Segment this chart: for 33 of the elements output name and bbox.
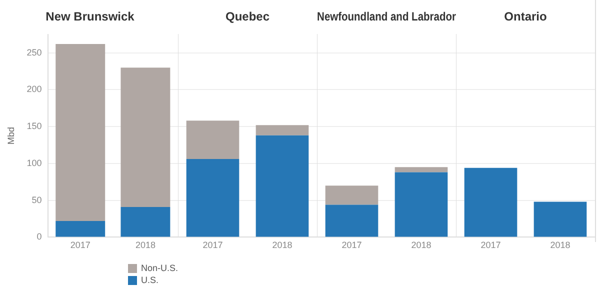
bar <box>56 44 106 221</box>
x-tick-label: 2018 <box>550 240 570 250</box>
bar <box>120 68 170 207</box>
x-tick-label: 2017 <box>202 240 223 250</box>
bar <box>56 220 106 237</box>
chart-title: Quebec <box>225 10 270 24</box>
legend-label: Non-U.S. <box>141 263 178 273</box>
y-tick-label: 200 <box>26 84 42 94</box>
bar <box>120 206 170 237</box>
bar <box>186 159 240 237</box>
y-axis-title: Mbd <box>6 127 16 145</box>
chart-title: New Brunswick <box>46 10 135 24</box>
bar <box>256 135 309 237</box>
chart-title: Ontario <box>504 10 547 24</box>
x-tick-label: 2018 <box>272 240 292 250</box>
chart-title: Newfoundland and Labrador <box>317 10 457 24</box>
legend-label: U.S. <box>141 275 159 285</box>
bar <box>186 120 240 160</box>
bar <box>325 186 378 205</box>
x-tick-label: 2017 <box>480 240 501 250</box>
y-tick-label: 150 <box>26 121 42 132</box>
x-tick-label: 2017 <box>70 240 90 250</box>
y-tick-label: 100 <box>26 158 42 168</box>
bar <box>325 204 378 237</box>
bar <box>256 125 309 136</box>
x-tick-label: 2018 <box>411 240 432 250</box>
y-tick-label: 250 <box>26 47 42 58</box>
bar <box>394 167 448 172</box>
y-tick-label: 0 <box>36 232 42 242</box>
x-tick-label: 2017 <box>342 240 362 250</box>
bar <box>394 172 448 237</box>
x-tick-label: 2018 <box>135 240 156 250</box>
y-tick-label: 50 <box>32 194 42 205</box>
